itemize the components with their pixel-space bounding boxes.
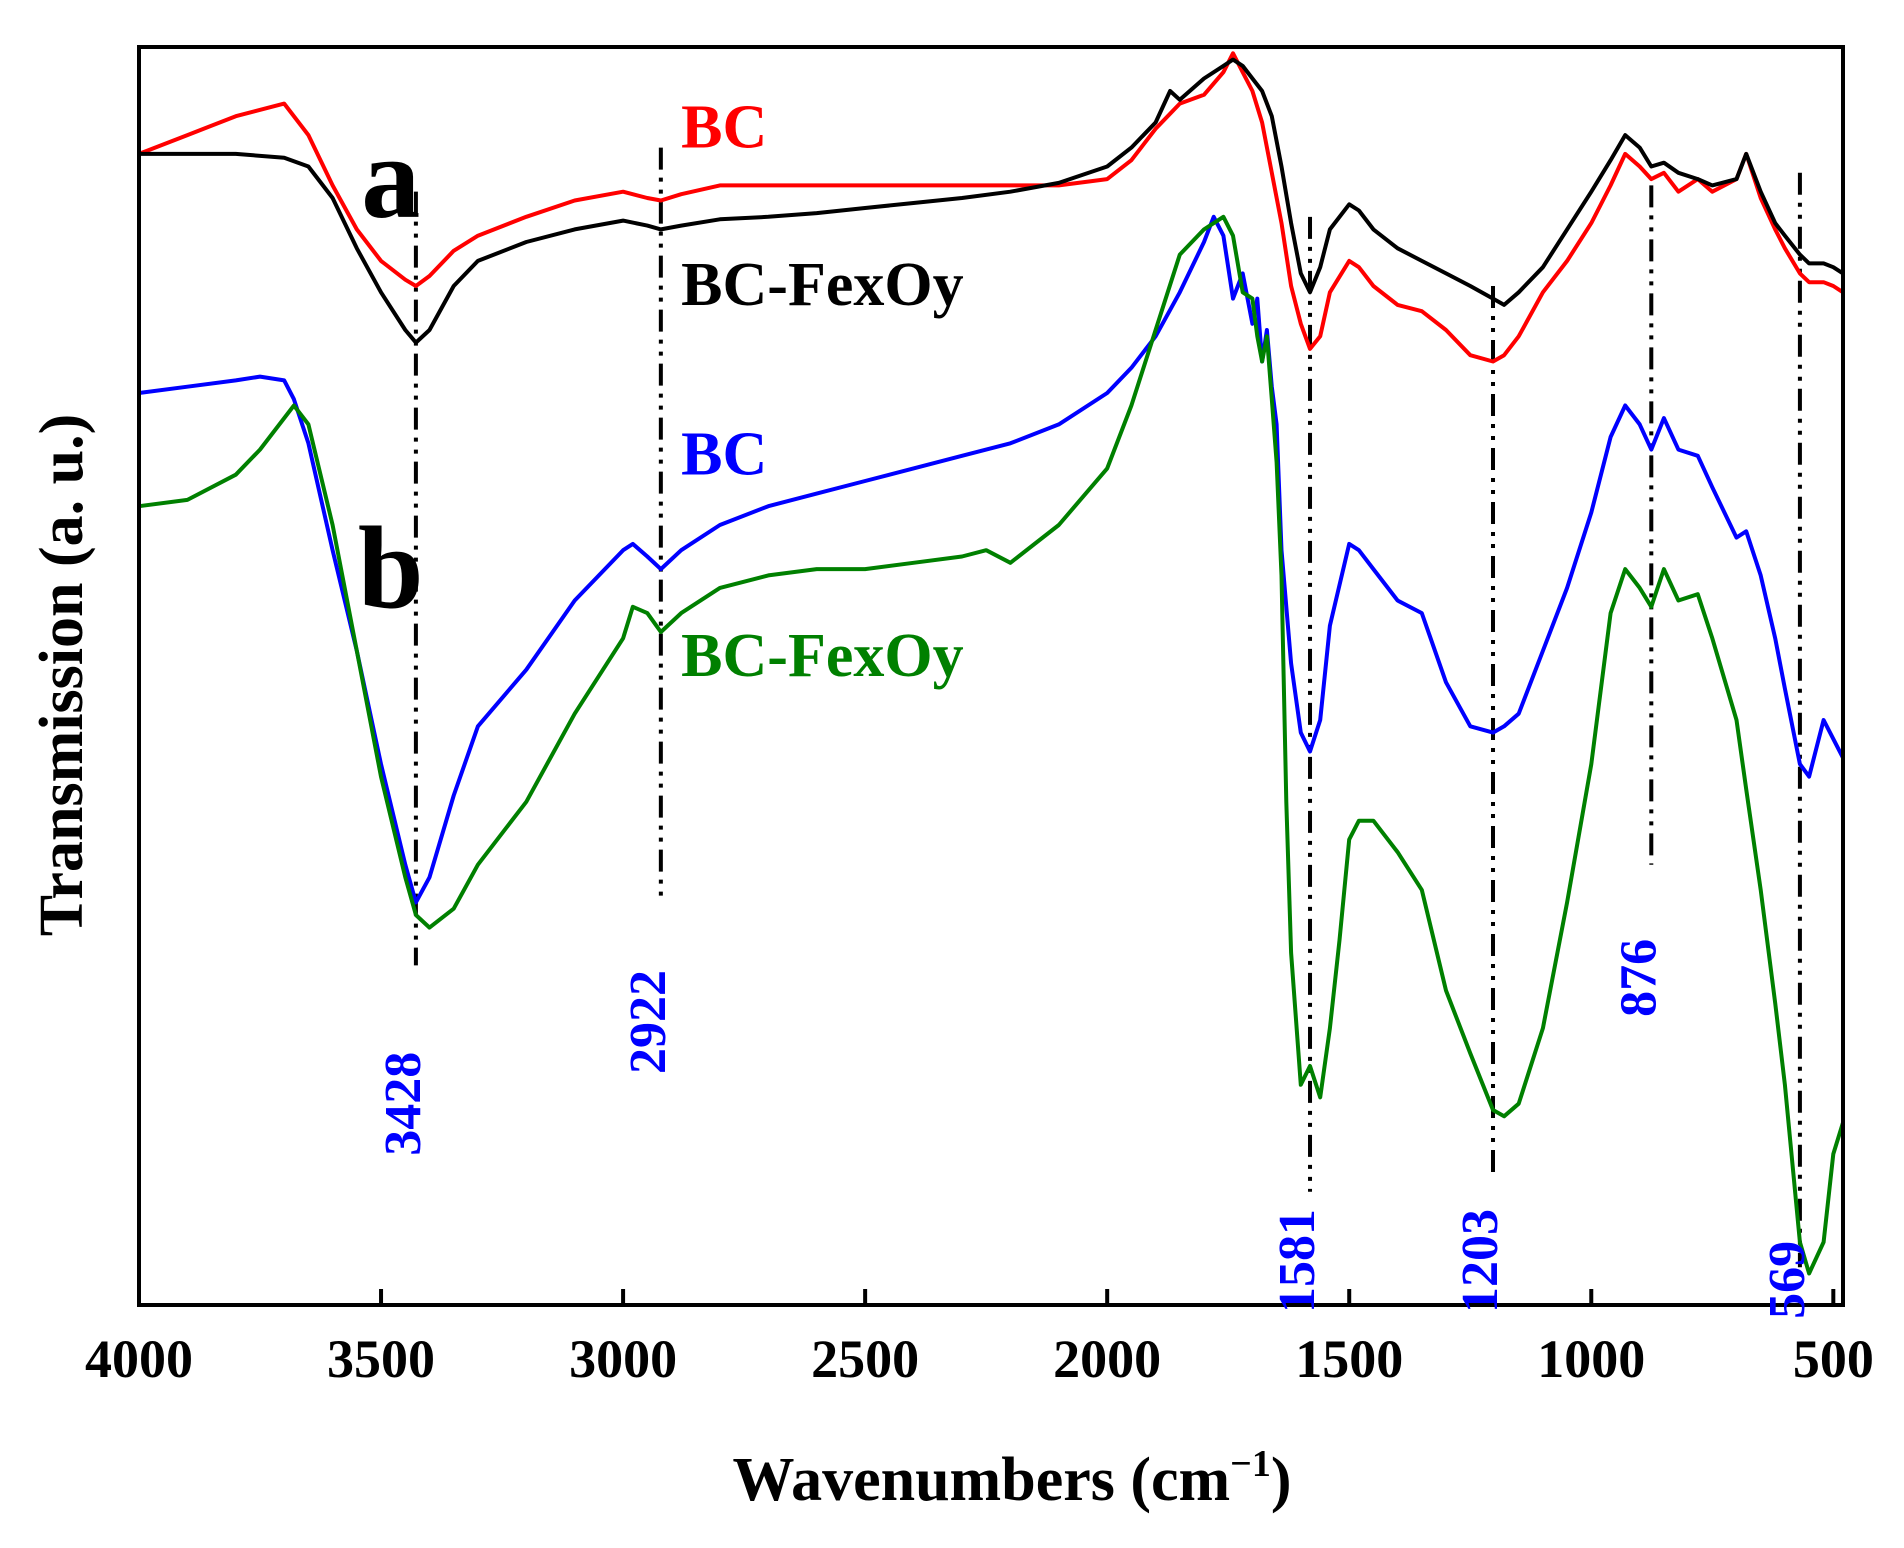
x-axis-label: Wavenumbers (cm−1) [733,1443,1292,1514]
panel-label-b: b [358,502,424,633]
x-axis-label-main: Wavenumbers (cm [733,1446,1231,1514]
x-tick-label-500: 500 [1793,1329,1874,1389]
x-tick-label-4000: 4000 [85,1329,193,1389]
x-tick-label-1500: 1500 [1295,1329,1403,1389]
peak-label-3428: 3428 [375,1052,432,1156]
peak-label-2922: 2922 [620,970,677,1074]
plot-frame [137,45,1845,1307]
peak-guide-lines [413,147,1802,1268]
series-label-3: BC-FexOy [681,622,963,690]
peak-label-569: 569 [1759,1241,1816,1319]
series-line-bc-a [138,51,1845,364]
series-label-2: BC [681,421,767,489]
panel-label-a: a [361,112,420,243]
x-tick-label-2000: 2000 [1053,1329,1161,1389]
series-label-1: BC-FexOy [681,251,963,319]
peak-label-1581: 1581 [1269,1209,1326,1313]
series-line-bc-fexoy-b [138,214,1845,1276]
peak-label-876: 876 [1610,939,1667,1017]
series-label-0: BC [681,94,767,162]
peak-label-1203: 1203 [1452,1209,1509,1313]
series-lines [138,51,1845,1276]
x-axis-label-superscript: −1 [1230,1443,1271,1485]
x-tick-label-3000: 3000 [569,1329,677,1389]
x-axis-label-close: ) [1271,1446,1292,1514]
chart-labels: 3428 2922 1581 1203 876 569 4000 3500 3000 2500 20… [85,94,1874,1389]
axis-ticks [137,1289,1836,1305]
y-axis-label: Transmission (a. u.) [28,414,96,937]
x-tick-label-3500: 3500 [327,1329,435,1389]
series-line-bc-fexoy-a [139,57,1845,345]
x-tick-label-2500: 2500 [811,1329,919,1389]
series-line-bc-b [138,214,1845,905]
x-tick-label-1000: 1000 [1537,1329,1645,1389]
